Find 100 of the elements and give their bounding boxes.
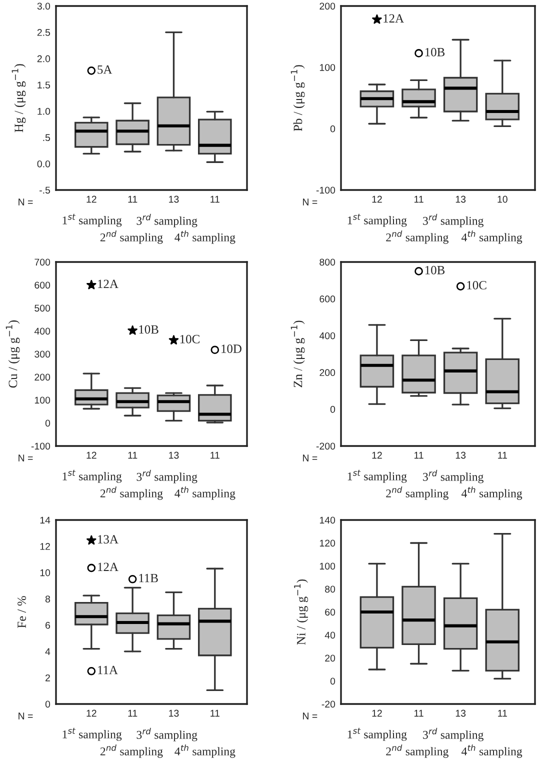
annotation: 12A [98, 280, 118, 288]
x-tick-label: 12 [86, 196, 96, 203]
y-tick-label: 80 [325, 586, 336, 593]
y-tick-label: 200 [320, 369, 336, 376]
text: N = [303, 454, 318, 462]
annotation: 10D [222, 344, 242, 353]
y-tick-label: -100 [316, 186, 336, 194]
y-tick-label: 6 [46, 622, 50, 629]
text: 4$^{th}$ sampling [174, 230, 236, 244]
text: 4$^{th}$ sampling [174, 486, 236, 500]
x-tick-label: 11 [128, 710, 138, 717]
annotation: 13A [98, 535, 118, 544]
y-tick-label: 4 [45, 648, 50, 655]
y-tick-label: -200 [316, 442, 336, 450]
y-tick-label: 800 [320, 258, 336, 266]
annotation: 10C [467, 280, 486, 290]
x-tick-label: 11 [210, 196, 220, 203]
point [86, 280, 96, 290]
y-tick-label: 200 [320, 2, 336, 10]
x-tick-label: 11 [210, 452, 220, 459]
y-tick-label: 500 [34, 304, 50, 312]
y-tick-label: 0 [330, 406, 336, 413]
y-tick-label: 12 [40, 543, 50, 550]
y-tick-label: 60 [325, 608, 336, 616]
text: 3$^{rd}$ sampling [423, 470, 484, 484]
text: 2$^{nd}$ sampling [100, 744, 163, 758]
x-tick-label: 13 [456, 710, 466, 717]
text: N = [18, 198, 33, 206]
x-tick-label: 13 [169, 196, 179, 203]
text: 4$^{th}$ sampling [462, 744, 522, 758]
text: 4$^{th}$ sampling [462, 230, 522, 244]
x-tick-label: 13 [456, 196, 466, 203]
annotation: 11B [139, 574, 158, 582]
annotation: 10B [139, 325, 158, 334]
annotation: 10C [180, 334, 200, 344]
x-tick-label: 11 [414, 710, 424, 717]
y-tick-label: 2.5 [37, 29, 50, 36]
y-axis-title: Zn / (μg g$^{−1}$) [290, 320, 305, 388]
text: 1$^{st}$ sampling [348, 728, 407, 741]
y-axis-title: Pb / (μg g$^{−1}$) [290, 65, 305, 132]
y-tick-label: 0 [330, 125, 336, 132]
y-axis-title: Cu / (μg g$^{−1}$) [6, 320, 20, 388]
text: 4$^{th}$ sampling [174, 744, 236, 758]
y-tick-label: -20 [322, 700, 336, 708]
y-tick-label: 100 [320, 562, 336, 570]
y-tick-label: 8 [45, 596, 50, 602]
text: 1$^{st}$ sampling [348, 470, 407, 483]
y-tick-label: 600 [34, 282, 50, 289]
y-tick-label: 2.0 [37, 55, 50, 62]
x-tick-label: 12 [86, 710, 96, 717]
text: 2$^{nd}$ sampling [386, 744, 448, 758]
x-tick-label: 11 [498, 710, 507, 717]
x-tick-label: 11 [498, 452, 507, 459]
y-tick-label: -100 [31, 442, 50, 450]
y-tick-label: 600 [320, 296, 336, 302]
text: N = [18, 712, 33, 720]
text: 3$^{rd}$ sampling [423, 728, 484, 742]
y-tick-label: 14 [40, 516, 50, 524]
x-tick-label: 11 [128, 196, 138, 203]
y-tick-label: 100 [34, 396, 50, 404]
y-tick-label: 100 [320, 64, 336, 71]
y-tick-label: 300 [34, 350, 50, 358]
annotation: 10B [425, 266, 445, 274]
text: 3$^{rd}$ sampling [136, 728, 198, 742]
text: 3$^{rd}$ sampling [136, 214, 198, 228]
text: N = [303, 198, 318, 206]
x-tick-label: 11 [414, 452, 424, 459]
text: 1$^{st}$ sampling [348, 214, 407, 227]
text: 1$^{st}$ sampling [62, 470, 122, 483]
annotation: 5A [98, 65, 112, 74]
text: 3$^{rd}$ sampling [423, 214, 484, 228]
y-tick-label: 200 [34, 374, 50, 381]
y-axis-title: Fe / % [18, 596, 26, 628]
y-tick-label: 2 [46, 674, 50, 682]
x-tick-label: 13 [169, 710, 179, 717]
y-tick-label: 0 [45, 700, 50, 708]
x-tick-label: 13 [456, 452, 466, 459]
y-tick-label: 10 [40, 569, 50, 576]
y-tick-label: 0.0 [37, 160, 50, 168]
text: 1$^{st}$ sampling [62, 728, 122, 741]
annotation: 11A [98, 666, 118, 674]
text: 2$^{nd}$ sampling [100, 230, 163, 244]
annotation: 12A [384, 14, 404, 22]
y-tick-label: 700 [34, 258, 50, 266]
point [128, 325, 138, 335]
y-tick-label: 0 [45, 420, 50, 427]
y-tick-label: 140 [320, 516, 336, 524]
point [168, 335, 179, 344]
x-tick-label: 13 [169, 452, 179, 459]
y-tick-label: .5 [43, 134, 50, 142]
annotation: 10B [425, 48, 445, 56]
text: N = [18, 454, 33, 462]
y-tick-label: 1.5 [38, 82, 50, 88]
x-tick-label: 12 [372, 710, 382, 717]
x-tick-label: 11 [414, 196, 424, 203]
x-tick-label: 11 [128, 452, 138, 459]
y-tick-label: 400 [34, 328, 50, 335]
x-tick-label: 12 [372, 452, 382, 459]
text: 1$^{st}$ sampling [62, 214, 122, 227]
text: N = [303, 712, 318, 720]
